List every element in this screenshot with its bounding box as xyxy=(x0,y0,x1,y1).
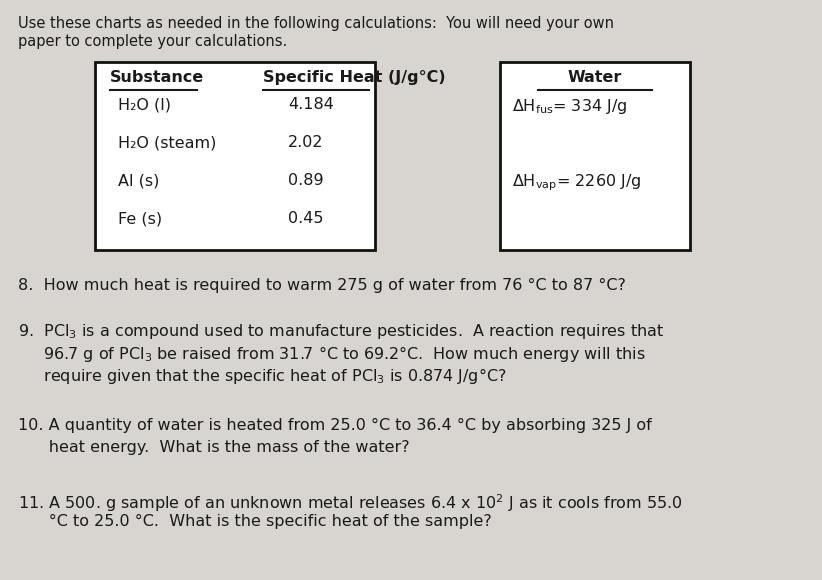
Text: 4.184: 4.184 xyxy=(288,97,334,112)
Text: 0.89: 0.89 xyxy=(288,173,324,188)
Text: H₂O (steam): H₂O (steam) xyxy=(118,135,216,150)
Text: require given that the specific heat of PCl$_3$ is 0.874 J/g°C?: require given that the specific heat of … xyxy=(18,366,506,386)
Text: Use these charts as needed in the following calculations:  You will need your ow: Use these charts as needed in the follow… xyxy=(18,16,614,31)
Text: paper to complete your calculations.: paper to complete your calculations. xyxy=(18,34,287,49)
Text: heat energy.  What is the mass of the water?: heat energy. What is the mass of the wat… xyxy=(18,440,409,455)
Text: 11. A 500. g sample of an unknown metal releases 6.4 x 10$^2$ J as it cools from: 11. A 500. g sample of an unknown metal … xyxy=(18,492,683,514)
Text: Fe (s): Fe (s) xyxy=(118,211,162,226)
FancyBboxPatch shape xyxy=(500,62,690,250)
Text: Water: Water xyxy=(568,70,622,85)
Text: $\Delta$H$_\mathregular{vap}$= 2260 J/g: $\Delta$H$_\mathregular{vap}$= 2260 J/g xyxy=(512,172,641,193)
Text: Substance: Substance xyxy=(110,70,204,85)
Text: 0.45: 0.45 xyxy=(288,211,324,226)
Text: Al (s): Al (s) xyxy=(118,173,159,188)
Text: 2.02: 2.02 xyxy=(288,135,324,150)
Text: 10. A quantity of water is heated from 25.0 °C to 36.4 °C by absorbing 325 J of: 10. A quantity of water is heated from 2… xyxy=(18,418,652,433)
Text: H₂O (l): H₂O (l) xyxy=(118,97,171,112)
Text: 96.7 g of PCl$_3$ be raised from 31.7 °C to 69.2°C.  How much energy will this: 96.7 g of PCl$_3$ be raised from 31.7 °C… xyxy=(18,344,645,364)
Text: $\Delta$H$_\mathregular{fus}$= 334 J/g: $\Delta$H$_\mathregular{fus}$= 334 J/g xyxy=(512,97,627,116)
Text: 8.  How much heat is required to warm 275 g of water from 76 °C to 87 °C?: 8. How much heat is required to warm 275… xyxy=(18,278,626,293)
Text: Specific Heat (J/g°C): Specific Heat (J/g°C) xyxy=(263,70,446,85)
Text: °C to 25.0 °C.  What is the specific heat of the sample?: °C to 25.0 °C. What is the specific heat… xyxy=(18,514,492,529)
FancyBboxPatch shape xyxy=(95,62,375,250)
Text: 9.  PCl$_3$ is a compound used to manufacture pesticides.  A reaction requires t: 9. PCl$_3$ is a compound used to manufac… xyxy=(18,322,664,341)
